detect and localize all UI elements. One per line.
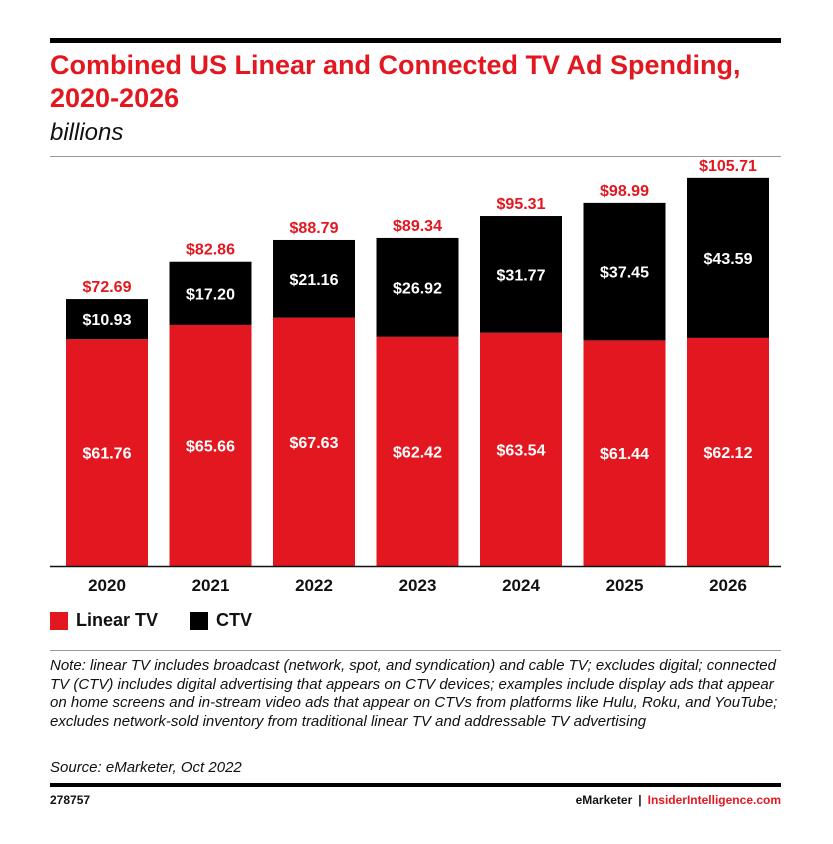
- label-total-2022: $88.79: [290, 220, 339, 237]
- x-tick-label-2024: 2024: [502, 576, 540, 595]
- label-total-2023: $89.34: [393, 218, 442, 235]
- bar-ctv-2020: [66, 299, 148, 340]
- bar-linear-tv-2023: [376, 336, 459, 566]
- bar-linear-tv-2021: [169, 324, 252, 566]
- brand-separator: |: [638, 793, 642, 807]
- label-linear-tv-2021: $65.66: [186, 438, 235, 455]
- bar-linear-tv-2022: [273, 317, 355, 566]
- bar-linear-tv-2025: [583, 340, 666, 566]
- bar-ctv-2023: [376, 237, 459, 337]
- note-divider: [50, 650, 781, 651]
- label-ctv-2023: $26.92: [393, 280, 442, 297]
- legend-label-ctv: CTV: [216, 610, 253, 630]
- label-linear-tv-2022: $67.63: [290, 435, 339, 452]
- bar-ctv-2022: [273, 239, 355, 318]
- x-tick-label-2023: 2023: [399, 576, 437, 595]
- title-divider: [50, 156, 781, 157]
- legend-swatch-ctv: [190, 611, 209, 630]
- label-linear-tv-2025: $61.44: [600, 446, 649, 463]
- bottom-rule: [50, 783, 781, 787]
- bar-linear-tv-2020: [66, 339, 148, 566]
- stacked-bar-chart: $61.76 $10.93 $72.69 2020 $65.66 $17.20 $82.86…: [50, 158, 781, 595]
- bar-ctv-2026: [687, 177, 769, 338]
- x-tick-label-2026: 2026: [709, 576, 747, 595]
- legend-label-linear-tv: Linear TV: [76, 610, 159, 630]
- x-tick-label-2020: 2020: [88, 576, 126, 595]
- chart-note: Note: linear TV includes broadcast (netw…: [50, 657, 778, 730]
- label-total-2026: $105.71: [699, 158, 757, 175]
- label-linear-tv-2023: $62.42: [393, 444, 442, 461]
- label-ctv-2025: $37.45: [600, 265, 649, 282]
- x-tick-label-2025: 2025: [606, 576, 644, 595]
- label-total-2021: $82.86: [186, 242, 235, 259]
- chart-subtitle: billions: [50, 119, 124, 146]
- label-total-2024: $95.31: [497, 196, 546, 213]
- bar-ctv-2024: [480, 216, 562, 333]
- bar-linear-tv-2026: [687, 337, 769, 566]
- chart-title: Combined US Linear and Connected TV Ad S…: [50, 50, 741, 113]
- label-total-2025: $98.99: [600, 183, 649, 200]
- chart-source: Source: eMarketer, Oct 2022: [50, 759, 242, 776]
- brand-insiderintelligence-link[interactable]: InsiderIntelligence.com: [647, 793, 781, 807]
- label-ctv-2022: $21.16: [290, 272, 339, 289]
- bar-linear-tv-2024: [480, 332, 562, 566]
- label-ctv-2024: $31.77: [497, 267, 546, 284]
- legend-item-linear-tv: Linear TV: [50, 610, 158, 631]
- label-linear-tv-2024: $63.54: [497, 442, 546, 459]
- legend: Linear TV CTV: [50, 610, 284, 631]
- x-tick-label-2021: 2021: [192, 576, 230, 595]
- legend-swatch-linear-tv: [50, 611, 68, 630]
- chart-id: 278757: [50, 793, 91, 807]
- label-ctv-2026: $43.59: [704, 251, 753, 268]
- x-tick-label-2022: 2022: [295, 576, 333, 595]
- top-rule: [50, 38, 781, 43]
- bar-ctv-2021: [169, 261, 252, 325]
- label-ctv-2021: $17.20: [186, 286, 235, 303]
- label-ctv-2020: $10.93: [83, 312, 132, 329]
- label-linear-tv-2026: $62.12: [704, 445, 753, 462]
- bar-ctv-2025: [583, 202, 666, 341]
- brand-emarketer: eMarketer: [575, 793, 633, 807]
- legend-item-ctv: CTV: [190, 610, 252, 631]
- label-total-2020: $72.69: [83, 279, 132, 296]
- label-linear-tv-2020: $61.76: [83, 446, 132, 463]
- footer-brand: eMarketer | InsiderIntelligence.com: [576, 793, 781, 807]
